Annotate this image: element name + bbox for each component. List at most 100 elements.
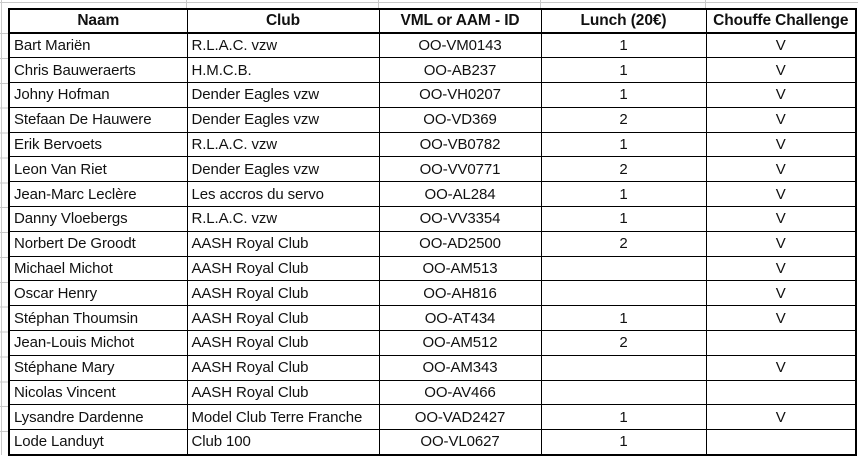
cell-id[interactable]: OO-VV3354 (378, 206, 542, 232)
cell-id[interactable]: OO-VM0143 (378, 32, 542, 59)
cell-chouffe[interactable]: V (705, 82, 857, 108)
cell-club[interactable]: AASH Royal Club (186, 255, 380, 282)
cell-chouffe[interactable]: V (705, 32, 857, 59)
cell-lunch[interactable]: 2 (540, 156, 707, 183)
cell-club[interactable]: Les accros du servo (186, 181, 380, 208)
header-cell-vml-aam-id[interactable]: VML or AAM - ID (378, 8, 542, 34)
table-row: Stéphan Thoumsin AASH Royal Club OO-AT43… (8, 305, 857, 332)
cell-chouffe[interactable]: V (705, 131, 857, 158)
table-row: Johny Hofman Dender Eagles vzw OO-VH0207… (8, 82, 857, 108)
cell-naam[interactable]: Lode Landuyt (8, 429, 188, 456)
cell-id[interactable]: OO-VB0782 (378, 131, 542, 158)
cell-naam[interactable]: Nicolas Vincent (8, 379, 188, 406)
cell-chouffe[interactable] (705, 330, 857, 356)
cell-id[interactable]: OO-VH0207 (378, 82, 542, 108)
cell-club[interactable]: R.L.A.C. vzw (186, 32, 380, 59)
cell-club[interactable]: Dender Eagles vzw (186, 106, 380, 133)
cell-lunch[interactable]: 2 (540, 330, 707, 356)
cell-lunch[interactable]: 1 (540, 206, 707, 232)
cell-club[interactable]: AASH Royal Club (186, 280, 380, 307)
cell-club[interactable]: AASH Royal Club (186, 354, 380, 381)
cell-id[interactable]: OO-AB237 (378, 57, 542, 84)
cell-club[interactable]: AASH Royal Club (186, 230, 380, 257)
cell-chouffe[interactable]: V (705, 106, 857, 133)
cell-chouffe[interactable]: V (705, 255, 857, 282)
table-row: Norbert De Groodt AASH Royal Club OO-AD2… (8, 230, 857, 257)
cell-id[interactable]: OO-VD369 (378, 106, 542, 133)
cell-lunch[interactable]: 1 (540, 404, 707, 431)
table-row: Erik Bervoets R.L.A.C. vzw OO-VB0782 1 V (8, 131, 857, 158)
cell-lunch[interactable]: 1 (540, 57, 707, 84)
cell-chouffe[interactable]: V (705, 57, 857, 84)
cell-club[interactable]: R.L.A.C. vzw (186, 206, 380, 232)
gridline-column-tick (540, 0, 541, 8)
cell-naam[interactable]: Lysandre Dardenne (8, 404, 188, 431)
cell-chouffe[interactable]: V (705, 230, 857, 257)
cell-id[interactable]: OO-VAD2427 (378, 404, 542, 431)
cell-chouffe[interactable] (705, 379, 857, 406)
cell-chouffe[interactable]: V (705, 305, 857, 332)
header-cell-lunch[interactable]: Lunch (20€) (540, 8, 707, 34)
header-cell-chouffe-challenge[interactable]: Chouffe Challenge (705, 8, 857, 34)
table-row: Leon Van Riet Dender Eagles vzw OO-VV077… (8, 156, 857, 183)
cell-naam[interactable]: Jean-Marc Leclère (8, 181, 188, 208)
cell-chouffe[interactable]: V (705, 404, 857, 431)
cell-naam[interactable]: Norbert De Groodt (8, 230, 188, 257)
cell-lunch[interactable]: 2 (540, 106, 707, 133)
cell-chouffe[interactable]: V (705, 206, 857, 232)
cell-naam[interactable]: Oscar Henry (8, 280, 188, 307)
cell-id[interactable]: OO-VL0627 (378, 429, 542, 456)
cell-naam[interactable]: Stéphan Thoumsin (8, 305, 188, 332)
cell-id[interactable]: OO-AM513 (378, 255, 542, 282)
cell-chouffe[interactable]: V (705, 156, 857, 183)
cell-lunch[interactable]: 2 (540, 230, 707, 257)
cell-club[interactable]: AASH Royal Club (186, 305, 380, 332)
cell-naam[interactable]: Stefaan De Hauwere (8, 106, 188, 133)
cell-lunch[interactable]: 1 (540, 82, 707, 108)
cell-naam[interactable]: Jean-Louis Michot (8, 330, 188, 356)
cell-id[interactable]: OO-AL284 (378, 181, 542, 208)
cell-club[interactable]: AASH Royal Club (186, 379, 380, 406)
cell-naam[interactable]: Michael Michot (8, 255, 188, 282)
table-row: Stéphane Mary AASH Royal Club OO-AM343 V (8, 354, 857, 381)
cell-id[interactable]: OO-AT434 (378, 305, 542, 332)
cell-id[interactable]: OO-AM512 (378, 330, 542, 356)
cell-lunch[interactable] (540, 354, 707, 381)
cell-club[interactable]: R.L.A.C. vzw (186, 131, 380, 158)
header-cell-naam[interactable]: Naam (8, 8, 188, 34)
cell-id[interactable]: OO-VV0771 (378, 156, 542, 183)
cell-naam[interactable]: Danny Vloebergs (8, 206, 188, 232)
gridline-top-horizontal (0, 2, 858, 3)
cell-chouffe[interactable]: V (705, 280, 857, 307)
cell-chouffe[interactable] (705, 429, 857, 456)
cell-id[interactable]: OO-AH816 (378, 280, 542, 307)
cell-chouffe[interactable]: V (705, 181, 857, 208)
cell-lunch[interactable]: 1 (540, 181, 707, 208)
cell-naam[interactable]: Leon Van Riet (8, 156, 188, 183)
cell-lunch[interactable] (540, 255, 707, 282)
cell-id[interactable]: OO-AD2500 (378, 230, 542, 257)
cell-naam[interactable]: Chris Bauweraerts (8, 57, 188, 84)
cell-naam[interactable]: Johny Hofman (8, 82, 188, 108)
header-cell-club[interactable]: Club (186, 8, 380, 34)
cell-chouffe[interactable]: V (705, 354, 857, 381)
cell-id[interactable]: OO-AM343 (378, 354, 542, 381)
cell-lunch[interactable]: 1 (540, 32, 707, 59)
cell-lunch[interactable] (540, 280, 707, 307)
gridline-column-tick (378, 0, 379, 8)
cell-club[interactable]: Dender Eagles vzw (186, 82, 380, 108)
cell-lunch[interactable]: 1 (540, 305, 707, 332)
cell-club[interactable]: Dender Eagles vzw (186, 156, 380, 183)
cell-club[interactable]: Club 100 (186, 429, 380, 456)
cell-club[interactable]: Model Club Terre Franche (186, 404, 380, 431)
cell-naam[interactable]: Stéphane Mary (8, 354, 188, 381)
table-row: Chris Bauweraerts H.M.C.B. OO-AB237 1 V (8, 57, 857, 84)
cell-naam[interactable]: Bart Mariën (8, 32, 188, 59)
cell-id[interactable]: OO-AV466 (378, 379, 542, 406)
cell-lunch[interactable]: 1 (540, 429, 707, 456)
cell-lunch[interactable] (540, 379, 707, 406)
cell-lunch[interactable]: 1 (540, 131, 707, 158)
cell-naam[interactable]: Erik Bervoets (8, 131, 188, 158)
cell-club[interactable]: H.M.C.B. (186, 57, 380, 84)
cell-club[interactable]: AASH Royal Club (186, 330, 380, 356)
